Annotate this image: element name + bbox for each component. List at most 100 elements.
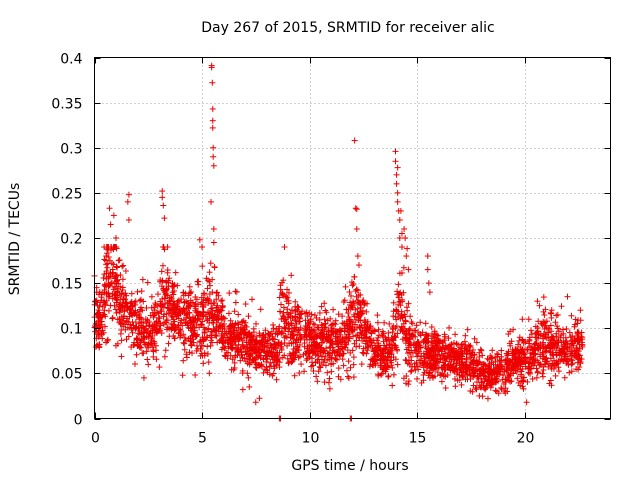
data-point xyxy=(105,293,112,300)
data-point xyxy=(454,377,461,384)
data-point xyxy=(547,377,554,384)
data-point xyxy=(171,335,178,342)
data-point xyxy=(205,325,212,332)
data-point xyxy=(374,312,381,319)
data-point xyxy=(540,294,547,301)
data-point xyxy=(407,368,414,375)
data-point xyxy=(508,365,515,372)
data-point xyxy=(554,311,561,318)
data-point xyxy=(492,387,499,394)
data-point xyxy=(246,383,253,390)
data-point xyxy=(270,325,277,332)
data-point xyxy=(136,297,143,304)
data-point xyxy=(313,373,320,380)
data-point xyxy=(208,198,215,205)
data-point xyxy=(222,353,229,360)
data-point xyxy=(444,372,451,379)
data-point xyxy=(97,323,104,330)
data-point xyxy=(540,330,547,337)
data-point xyxy=(192,300,199,307)
data-point xyxy=(257,306,264,313)
data-point xyxy=(505,348,512,355)
data-point xyxy=(560,330,567,337)
data-point xyxy=(346,289,353,296)
data-point xyxy=(209,105,216,112)
data-point xyxy=(113,263,120,270)
data-point xyxy=(120,262,127,269)
data-point xyxy=(422,320,429,327)
data-point xyxy=(391,333,398,340)
data-point xyxy=(339,313,346,320)
data-point xyxy=(144,356,151,363)
data-point xyxy=(489,347,496,354)
data-point xyxy=(424,266,431,273)
data-point xyxy=(556,352,563,359)
data-point xyxy=(150,353,157,360)
data-point xyxy=(140,339,147,346)
data-point xyxy=(439,370,446,377)
data-point xyxy=(157,278,164,285)
data-point xyxy=(310,320,317,327)
data-point xyxy=(519,316,526,323)
data-point xyxy=(141,325,148,332)
data-point xyxy=(233,288,240,295)
data-point xyxy=(274,357,281,364)
data-point xyxy=(390,354,397,361)
data-point xyxy=(176,307,183,314)
data-point xyxy=(299,308,306,315)
data-point xyxy=(121,308,128,315)
data-point xyxy=(533,374,540,381)
data-point xyxy=(244,343,251,350)
data-point xyxy=(285,289,292,296)
data-point xyxy=(415,366,422,373)
data-point xyxy=(160,202,167,209)
data-point xyxy=(535,318,542,325)
data-point xyxy=(398,311,405,318)
data-point xyxy=(335,365,342,372)
data-point xyxy=(554,360,561,367)
data-point xyxy=(365,343,372,350)
x-tick-label: 5 xyxy=(198,431,207,447)
data-point xyxy=(398,296,405,303)
data-point xyxy=(552,319,559,326)
data-point xyxy=(308,311,315,318)
data-point xyxy=(210,153,217,160)
data-point xyxy=(206,291,213,298)
data-point xyxy=(375,326,382,333)
x-tick-label: 20 xyxy=(517,431,535,447)
data-point xyxy=(180,357,187,364)
data-point xyxy=(561,374,568,381)
data-point xyxy=(162,347,169,354)
data-point xyxy=(390,299,397,306)
data-point xyxy=(519,336,526,343)
data-point xyxy=(345,358,352,365)
data-point xyxy=(206,269,213,276)
data-point xyxy=(339,356,346,363)
data-point xyxy=(279,290,286,297)
data-point xyxy=(347,292,354,299)
data-point xyxy=(214,302,221,309)
data-point xyxy=(148,293,155,300)
data-point xyxy=(330,360,337,367)
data-point xyxy=(242,301,249,308)
data-point xyxy=(119,263,126,270)
data-point xyxy=(156,364,163,371)
data-point xyxy=(459,340,466,347)
data-point xyxy=(115,285,122,292)
data-point xyxy=(219,297,226,304)
data-point xyxy=(443,354,450,361)
y-tick-label: 0.1 xyxy=(60,322,82,338)
data-point xyxy=(532,340,539,347)
data-point xyxy=(310,368,317,375)
data-point xyxy=(148,304,155,311)
data-point xyxy=(273,326,280,333)
data-point xyxy=(209,79,216,86)
data-points xyxy=(91,62,586,422)
data-point xyxy=(128,290,135,297)
data-point xyxy=(575,354,582,361)
data-point xyxy=(306,309,313,316)
data-point xyxy=(210,225,217,232)
data-point xyxy=(133,351,140,358)
data-point xyxy=(288,307,295,314)
data-point xyxy=(205,359,212,366)
